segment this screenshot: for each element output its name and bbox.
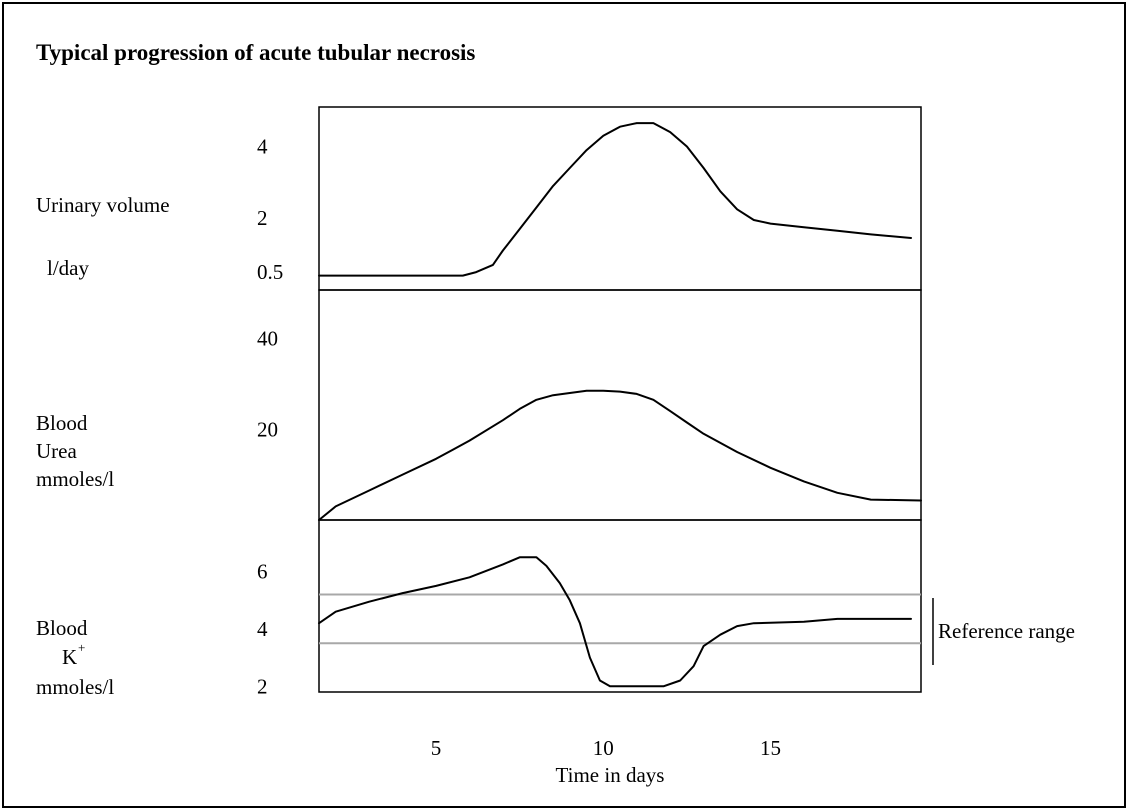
urine-y-tick-label: 2 [257,206,268,230]
x-axis: 5 10 15 [431,736,781,760]
potassium-label-k: K [62,645,77,669]
urea-label-line1: Blood [36,411,88,435]
urea-series-line [319,391,921,520]
potassium-y-tick-label: 4 [257,617,268,641]
urea-label-line2: Urea [36,439,77,463]
potassium-y-tick-label: 2 [257,674,268,698]
urine-plot-frame [319,107,921,290]
urea-panel: 40 20 [257,290,921,520]
urine-label: Urinary volume [36,193,170,217]
potassium-plot-frame [319,520,921,692]
reference-range-label: Reference range [938,619,1075,643]
urine-y-tick-label: 4 [257,134,268,158]
potassium-series-line [319,557,911,686]
potassium-panel: 6 4 2 [257,520,921,698]
urine-y-tick-label: 0.5 [257,260,283,284]
urine-panel: 420.5 [257,107,921,290]
x-tick-label: 5 [431,736,442,760]
potassium-y-tick-label: 6 [257,560,268,584]
urea-plot-frame [319,290,921,520]
potassium-label-line1: Blood [36,616,88,640]
x-axis-label: Time in days [556,763,665,787]
x-tick-label: 15 [760,736,781,760]
urea-y-tick-label: 20 [257,417,278,441]
urine-series-line [319,123,911,276]
urea-label-line3: mmoles/l [36,467,114,491]
x-tick-label: 10 [593,736,614,760]
urine-unit-label: l/day [47,256,89,280]
potassium-label-line3: mmoles/l [36,675,114,699]
potassium-label-plus: + [78,640,85,655]
chart-title: Typical progression of acute tubular nec… [36,40,475,65]
urea-y-tick-label: 40 [257,327,278,351]
